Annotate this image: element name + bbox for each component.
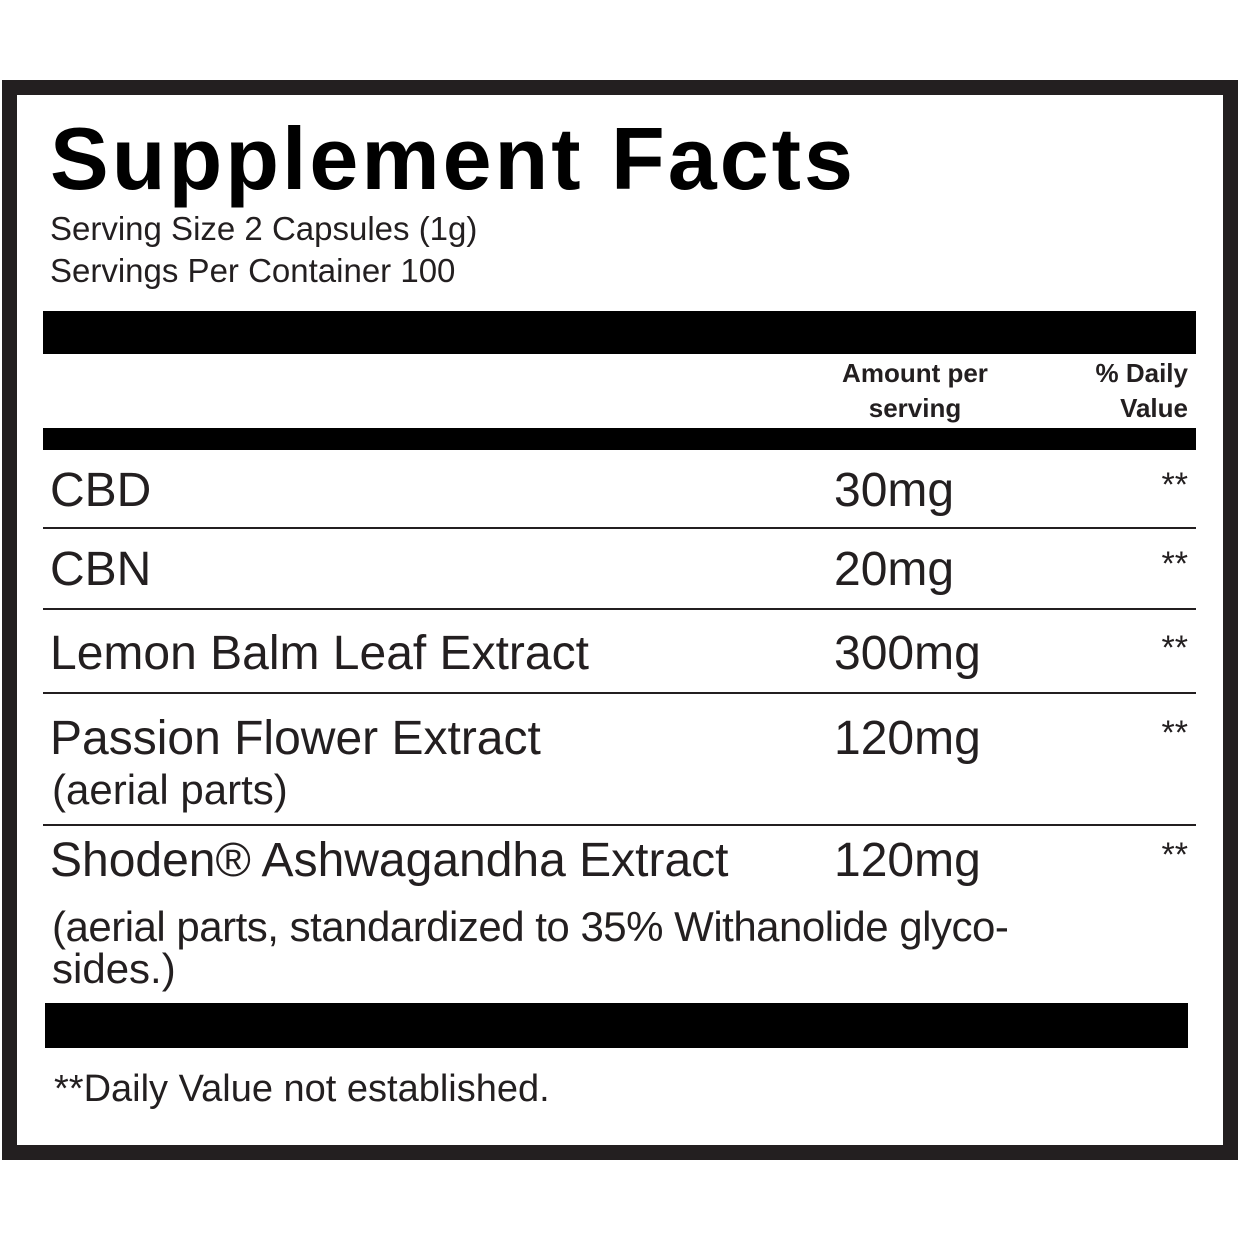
row-divider [43, 608, 1196, 610]
ingredient-dv: ** [1161, 629, 1188, 667]
label-title: Supplement Facts [50, 109, 856, 208]
thick-divider [43, 311, 1196, 354]
ingredient-amount: 120mg [834, 834, 981, 887]
ingredient-amount: 120mg [834, 712, 981, 765]
ingredient-note: (aerial parts, standardized to 35% Witha… [52, 903, 1009, 950]
header-line: Value [1120, 393, 1188, 423]
amount-per-serving-header: Amount per serving [815, 356, 1015, 426]
ingredient-name: CBN [50, 543, 152, 596]
medium-divider [43, 428, 1196, 450]
ingredient-dv: ** [1161, 466, 1188, 504]
label-border [2, 80, 1238, 1160]
header-line: Amount per [842, 358, 988, 388]
ingredient-note: sides.) [52, 945, 176, 992]
ingredient-name: Passion Flower Extract [50, 712, 541, 765]
daily-value-header: % Daily Value [1096, 356, 1189, 426]
ingredient-name: CBD [50, 464, 152, 517]
footnote: **Daily Value not established. [54, 1068, 550, 1110]
row-divider [43, 824, 1196, 826]
ingredient-note: (aerial parts) [52, 766, 288, 813]
ingredient-amount: 30mg [834, 464, 955, 517]
ingredient-name: Lemon Balm Leaf Extract [50, 627, 589, 680]
ingredient-dv: ** [1161, 836, 1188, 874]
ingredient-amount: 20mg [834, 543, 955, 596]
row-divider [43, 692, 1196, 694]
row-divider [43, 527, 1196, 529]
servings-per-container: Servings Per Container 100 [50, 252, 456, 289]
ingredient-name: Shoden® Ashwagandha Extract [50, 834, 729, 887]
thick-divider [45, 1003, 1188, 1048]
ingredient-dv: ** [1161, 714, 1188, 752]
header-line: % Daily [1095, 358, 1189, 388]
ingredient-amount: 300mg [834, 627, 981, 680]
ingredient-dv: ** [1161, 545, 1188, 583]
header-line: serving [868, 393, 962, 423]
serving-size: Serving Size 2 Capsules (1g) [50, 210, 478, 247]
